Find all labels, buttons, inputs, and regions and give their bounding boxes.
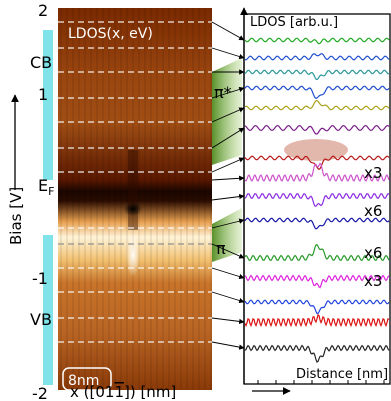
heatmap-stripe [162, 8, 164, 390]
ytick-2: 2 [38, 1, 48, 20]
multiplier-x6-b: x6 [364, 244, 382, 262]
heatmap-stripe [96, 8, 98, 390]
connector-arrow [211, 317, 245, 325]
heatmap-stripe [84, 8, 86, 390]
connector-arrow [211, 21, 245, 41]
multiplier-x3-top: x3 [364, 164, 382, 182]
heatmap-stripe [210, 8, 212, 390]
connector-arrow [211, 157, 245, 173]
panel-label: LDOS [arb.u.] [250, 15, 338, 30]
connector-arrow [211, 341, 245, 350]
heatmap-stripe [102, 8, 104, 390]
connector-arrow [211, 86, 245, 99]
heatmap-stripe [60, 8, 62, 390]
connector-lines [211, 21, 245, 350]
ldos-trace [244, 53, 390, 61]
heatmap-stripe [192, 8, 194, 390]
shaded-peak [284, 139, 348, 161]
heatmap-stripe [180, 8, 182, 390]
ldos-trace [244, 162, 390, 182]
connector-arrow [211, 175, 245, 181]
cb-label: CB [30, 53, 52, 72]
pi-region [212, 208, 242, 262]
heatmap-stripe [126, 8, 128, 390]
heatmap-stripe [186, 8, 188, 390]
heatmap-stripe [138, 8, 140, 390]
heatmap-stripe [168, 8, 170, 390]
ldos-trace [244, 313, 390, 328]
heatmap-stripe [132, 8, 134, 390]
ldos-trace [244, 274, 390, 289]
ytick-neg2: -2 [32, 384, 48, 401]
ldos-heatmap [58, 8, 212, 390]
ldos-panel-frame [243, 13, 391, 385]
ldos-trace [244, 37, 390, 45]
ldos-trace [244, 244, 390, 262]
connector-arrow [211, 107, 245, 123]
ldos-trace [244, 217, 390, 230]
ldos-traces [244, 37, 390, 363]
connector-arrow [211, 218, 245, 229]
heatmap-stripe [174, 8, 176, 390]
heatmap-stripe [90, 8, 92, 390]
connector-arrow [211, 127, 245, 149]
heatmap-stripe [204, 8, 206, 390]
ldos-trace [244, 344, 390, 363]
ldos-trace [244, 99, 390, 111]
vb-label: VB [30, 310, 52, 329]
heatmap-stripe [144, 8, 146, 390]
ldos-trace [244, 155, 390, 170]
y-axis-label: Bias [V] [7, 187, 25, 245]
scale-bar-box [62, 367, 112, 391]
pi-star-label: π* [214, 83, 232, 102]
heatmap-stripe [72, 8, 74, 390]
heatmap-stripe [198, 8, 200, 390]
connector-arrow [211, 267, 245, 280]
multiplier-x3-bottom: x3 [364, 272, 382, 290]
ldos-trace [244, 125, 390, 135]
connector-arrow [211, 243, 245, 259]
heatmap-stripe [156, 8, 158, 390]
heatmap-stripe [108, 8, 110, 390]
pi-star-region [212, 58, 242, 165]
ytick-1: 1 [38, 85, 48, 104]
pi-label: π [216, 239, 226, 258]
heatmap-stripe [120, 8, 122, 390]
cb-band-bar [43, 30, 53, 180]
connector-arrow [211, 291, 245, 304]
ldos-trace [244, 69, 390, 81]
ldos-trace [244, 299, 390, 315]
panel-x-label: Distance [nm] [296, 367, 388, 382]
connector-arrow [211, 47, 245, 60]
ldos-trace [244, 193, 390, 207]
heatmap-stripe [150, 8, 152, 390]
connector-arrow [211, 193, 245, 201]
heatmap-stripe [114, 8, 116, 390]
heatmap-stripe [66, 8, 68, 390]
map-label: LDOS(x, eV) [68, 26, 153, 42]
x-axis-label: x ([011]) [nm] [70, 383, 176, 401]
ytick-neg1: -1 [32, 269, 48, 288]
multiplier-x6-a: x6 [364, 202, 382, 220]
scale-bar: 8nm [68, 373, 99, 389]
panel-x-ticks [257, 380, 385, 384]
vb-band-bar [43, 235, 53, 385]
ldos-trace [244, 85, 390, 99]
heatmap-stripe [78, 8, 80, 390]
